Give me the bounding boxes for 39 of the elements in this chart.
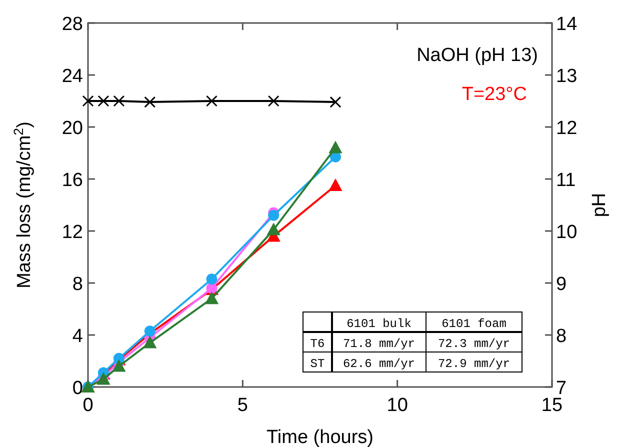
annotation: 62.6 mm/yr (342, 357, 416, 371)
point (112, 360, 126, 372)
y-tick-label: 12 (62, 222, 83, 243)
y2-tick-label: 9 (556, 274, 567, 295)
y-tick-label: 16 (62, 170, 83, 191)
point (144, 326, 156, 337)
annotation: NaOH (pH 13) (416, 45, 538, 66)
y-tick-label: 24 (62, 66, 84, 87)
y2-tick-label: 11 (556, 170, 576, 191)
y2-tick-label: 14 (556, 14, 578, 35)
annotation: 6101 foam (442, 317, 506, 331)
x-tick-label: 5 (237, 395, 248, 416)
point (205, 292, 218, 304)
annotation: ST (310, 357, 325, 371)
y2-tick-label: 8 (556, 326, 567, 347)
point (328, 179, 342, 191)
point (143, 336, 156, 348)
point (206, 274, 218, 285)
x-axis-title: Time (hours) (266, 427, 374, 447)
annotation: 72.9 mm/yr (438, 357, 510, 371)
annotation: 71.8 mm/yr (342, 337, 416, 351)
y2-axis-title: pH (589, 192, 610, 218)
annotation: 72.3 mm/yr (438, 337, 510, 351)
annotation: T=23°C (462, 84, 527, 105)
y2-tick-label: 13 (556, 66, 578, 87)
y2-tick-label: 10 (556, 222, 578, 243)
point (328, 141, 342, 154)
point (96, 372, 110, 385)
point (267, 223, 280, 236)
annotation: T6 (310, 337, 325, 351)
y-tick-label: 0 (72, 378, 83, 399)
x-tick-label: 10 (386, 395, 408, 416)
y-tick-label: 8 (72, 274, 83, 295)
y-tick-label: 20 (62, 118, 83, 139)
y-tick-label: 28 (62, 14, 83, 35)
y2-tick-label: 12 (556, 118, 578, 139)
point (268, 210, 280, 221)
annotation: 6101 bulk (346, 317, 412, 331)
y-tick-label: 4 (72, 326, 84, 347)
